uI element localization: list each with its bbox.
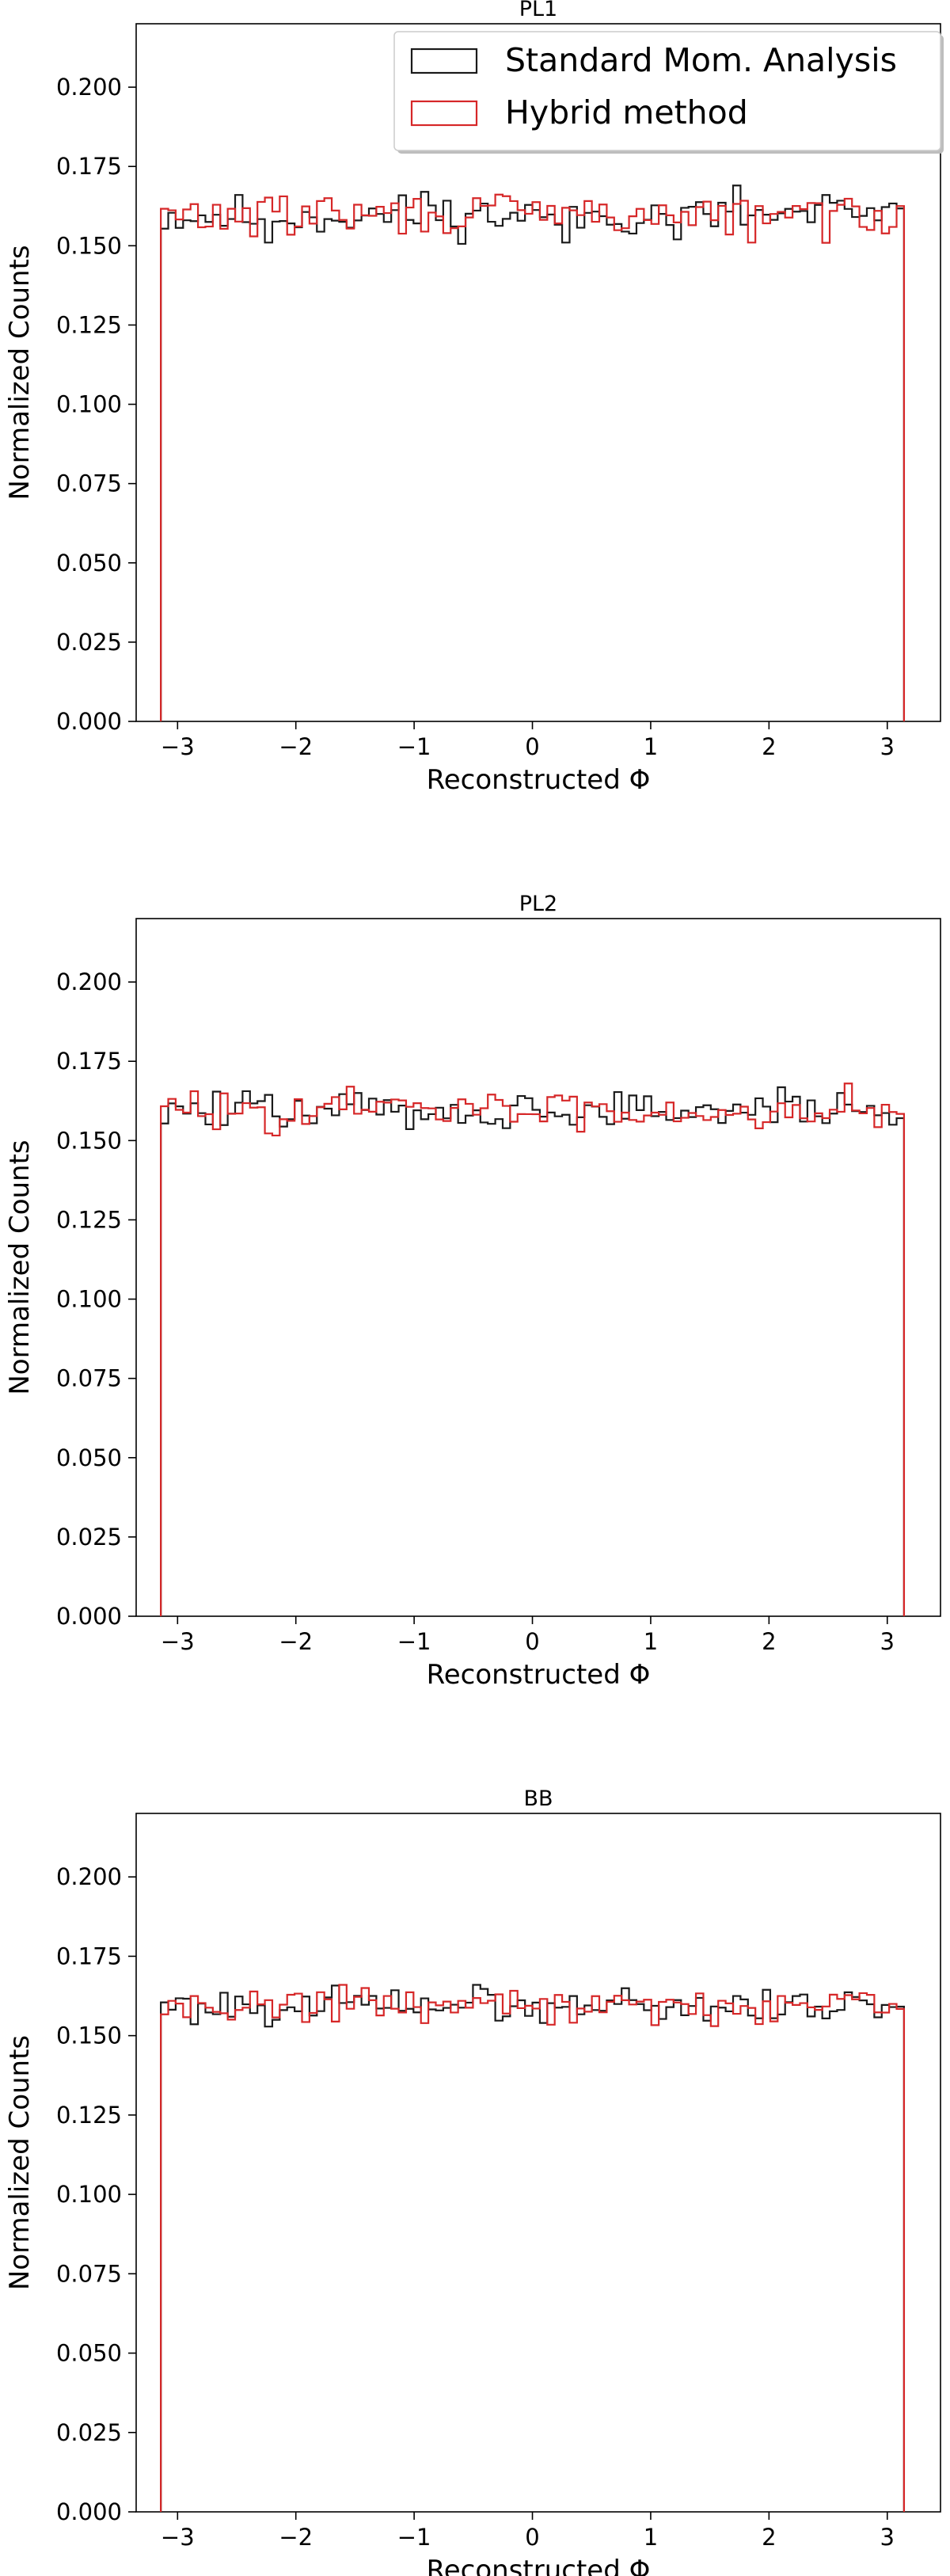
x-tick-label: −3 — [161, 733, 195, 760]
y-tick-label: 0.100 — [56, 2181, 122, 2208]
y-tick-label: 0.100 — [56, 391, 122, 418]
x-tick-label: 3 — [880, 2524, 895, 2551]
x-tick-label: 3 — [880, 1628, 895, 1655]
y-tick-label: 0.050 — [56, 1444, 122, 1471]
x-tick-label: 1 — [644, 733, 658, 760]
x-tick-label: −2 — [279, 733, 313, 760]
y-tick-label: 0.150 — [56, 232, 122, 259]
histogram-series-hybrid — [160, 1083, 906, 1616]
y-tick-label: 0.025 — [56, 629, 122, 656]
y-tick-label: 0.175 — [56, 1048, 122, 1075]
axes-frame — [135, 23, 941, 722]
y-tick-label: 0.150 — [56, 2022, 122, 2049]
x-tick-label: 1 — [644, 1628, 658, 1655]
x-axis-label: Reconstructed Φ — [427, 2555, 651, 2576]
x-axis-label: Reconstructed Φ — [427, 1659, 651, 1691]
legend-label: Hybrid method — [505, 93, 748, 131]
x-tick-label: −3 — [161, 2524, 195, 2551]
y-tick-label: 0.150 — [56, 1127, 122, 1154]
y-tick-label: 0.075 — [56, 2260, 122, 2287]
y-tick-label: 0.025 — [56, 1524, 122, 1551]
x-tick-label: 2 — [762, 733, 776, 760]
x-tick-label: 3 — [880, 733, 895, 760]
legend: Standard Mom. Analysis Hybrid method — [393, 31, 944, 154]
x-tick-label: 2 — [762, 2524, 776, 2551]
legend-swatch — [410, 100, 478, 127]
y-tick-label: 0.050 — [56, 2340, 122, 2367]
histogram-series-standard — [160, 1984, 906, 2512]
y-tick-label: 0.175 — [56, 153, 122, 180]
x-axis-label: Reconstructed Φ — [427, 764, 651, 796]
y-tick-label: 0.200 — [56, 1863, 122, 1890]
y-axis-label: Normalized Counts — [4, 2035, 36, 2290]
chart-panel-pl2: PL2 −3 −2 −1 0 1 2 3 0.000 0.025 0.050 0.075 0.100 0.… — [4, 892, 941, 1691]
y-axis-label: Normalized Counts — [4, 245, 36, 500]
y-tick-label: 0.000 — [56, 1603, 122, 1630]
x-tick-label: −2 — [279, 2524, 313, 2551]
chart-title: PL2 — [519, 892, 558, 916]
y-tick-label: 0.025 — [56, 2419, 122, 2446]
legend-box — [393, 31, 941, 151]
y-tick-label: 0.100 — [56, 1286, 122, 1313]
x-tick-label: −1 — [397, 2524, 431, 2551]
chart-panel-pl1: PL1 −3 −2 −1 0 1 2 3 0.000 0.025 0.050 0.075 0.100 0.… — [4, 0, 944, 796]
y-tick-label: 0.000 — [56, 708, 122, 735]
y-tick-label: 0.000 — [56, 2498, 122, 2525]
axes-frame — [135, 1813, 941, 2513]
legend-label: Standard Mom. Analysis — [505, 41, 897, 79]
y-tick-label: 0.125 — [56, 1206, 122, 1233]
x-tick-label: 2 — [762, 1628, 776, 1655]
y-tick-label: 0.200 — [56, 968, 122, 995]
x-tick-label: 0 — [525, 1628, 539, 1655]
y-tick-label: 0.075 — [56, 1365, 122, 1392]
histogram-series-standard — [160, 1086, 906, 1616]
x-tick-label: 0 — [525, 2524, 539, 2551]
x-tick-label: −2 — [279, 1628, 313, 1655]
y-tick-label: 0.200 — [56, 74, 122, 101]
x-tick-label: 1 — [644, 2524, 658, 2551]
legend-swatch — [410, 48, 478, 74]
y-tick-label: 0.050 — [56, 550, 122, 576]
x-tick-label: −1 — [397, 1628, 431, 1655]
y-tick-label: 0.125 — [56, 2102, 122, 2129]
y-tick-label: 0.175 — [56, 1942, 122, 1969]
chart-title: PL1 — [519, 0, 558, 21]
histogram-series-hybrid — [160, 1984, 906, 2512]
histogram-series-hybrid — [160, 193, 906, 721]
x-tick-label: −1 — [397, 733, 431, 760]
x-tick-label: −3 — [161, 1628, 195, 1655]
y-axis-label: Normalized Counts — [4, 1140, 36, 1395]
y-tick-label: 0.125 — [56, 311, 122, 338]
histogram-series-standard — [160, 185, 906, 721]
chart-title: BB — [523, 1786, 553, 1811]
axes-frame — [135, 918, 941, 1617]
x-tick-label: 0 — [525, 733, 539, 760]
chart-panel-bb: BB −3 −2 −1 0 1 2 3 0.000 0.025 0.050 0.075 0.100 0.1… — [4, 1786, 941, 2576]
y-tick-label: 0.075 — [56, 470, 122, 497]
